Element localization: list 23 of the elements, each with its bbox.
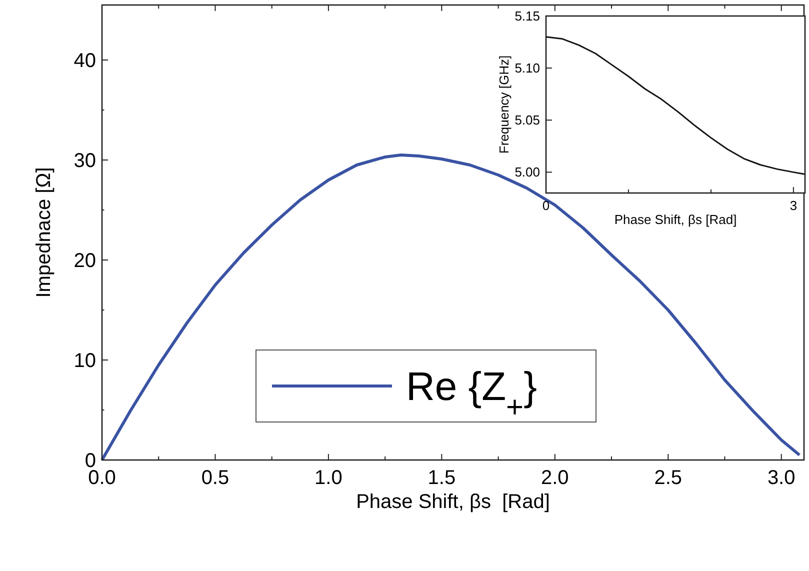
x-axis-title: Phase Shift, βs [Rad] <box>614 212 737 228</box>
y-tick-label: 5.15 <box>514 8 540 24</box>
y-axis-title: Frequency [GHz] <box>496 55 512 154</box>
line-series <box>545 36 806 176</box>
y-tick-label: 30 <box>74 150 96 172</box>
x-tick-label: 1.5 <box>428 467 456 489</box>
y-tick-label: 40 <box>74 50 96 72</box>
y-tick-label: 5.00 <box>514 164 540 180</box>
x-tick-label: 2.0 <box>540 467 569 489</box>
y-tick-label: 10 <box>74 350 96 372</box>
x-tick-label: 2.5 <box>654 467 682 489</box>
y-tick-label: 5.05 <box>514 112 540 128</box>
x-tick-label: 1.0 <box>314 467 342 489</box>
legend-label: Re {Z$_{+}$} <box>406 365 537 424</box>
y-tick-label: 20 <box>74 250 96 272</box>
x-tick-label: 0.5 <box>201 467 230 489</box>
x-tick-label: 0.0 <box>88 467 116 489</box>
x-tick-label: 3 <box>790 198 798 213</box>
line-series <box>100 154 801 462</box>
y-axis-title: Impednace [Ω] <box>33 167 55 298</box>
x-tick-label: 3.0 <box>767 467 796 489</box>
y-tick-label: 5.10 <box>514 60 540 76</box>
x-axis-title: Phase Shift, βs [Rad] <box>356 491 550 513</box>
